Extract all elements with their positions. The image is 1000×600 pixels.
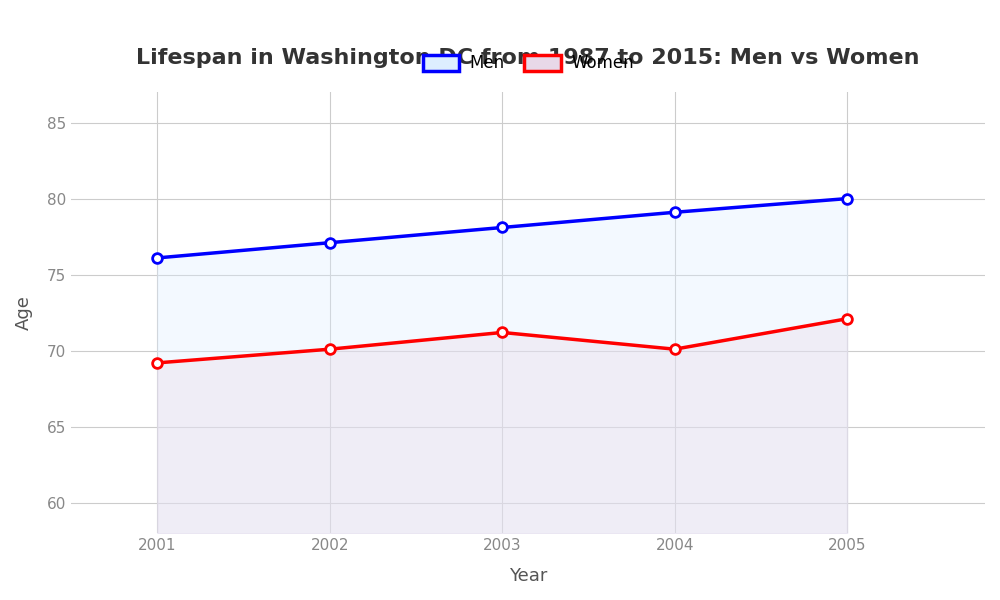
Y-axis label: Age: Age xyxy=(15,295,33,330)
Title: Lifespan in Washington DC from 1987 to 2015: Men vs Women: Lifespan in Washington DC from 1987 to 2… xyxy=(136,49,920,68)
Legend: Men, Women: Men, Women xyxy=(416,47,640,79)
X-axis label: Year: Year xyxy=(509,567,547,585)
